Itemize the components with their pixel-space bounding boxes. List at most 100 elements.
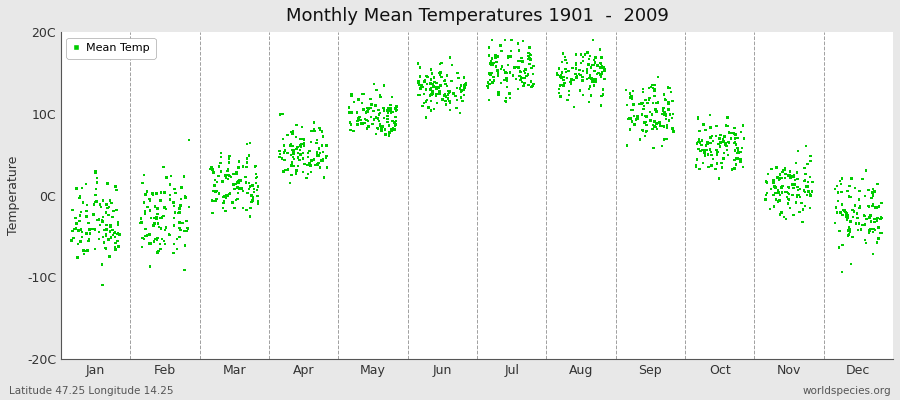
Point	[177, 267, 192, 274]
Point	[766, 177, 780, 183]
Point	[443, 100, 457, 106]
Point	[781, 184, 796, 190]
Point	[94, 204, 108, 210]
Point	[104, 200, 119, 206]
Point	[311, 152, 326, 159]
Point	[417, 100, 431, 106]
Point	[210, 178, 224, 185]
Point	[590, 62, 605, 68]
Point	[704, 124, 718, 131]
Point	[797, 203, 812, 209]
Point	[659, 113, 673, 119]
Point	[635, 86, 650, 92]
Point	[426, 88, 440, 95]
Point	[697, 147, 711, 154]
Point	[858, 237, 872, 244]
Point	[846, 214, 860, 220]
Point	[316, 133, 330, 140]
Point	[245, 192, 259, 199]
Point	[526, 63, 541, 69]
Point	[286, 148, 301, 155]
Point	[710, 149, 724, 155]
Point	[364, 105, 378, 111]
Point	[709, 133, 724, 140]
Point	[243, 205, 257, 212]
Point	[627, 121, 642, 128]
Point	[872, 203, 886, 210]
Point	[292, 157, 307, 164]
Point	[146, 222, 160, 228]
Point	[365, 120, 380, 127]
Point	[569, 52, 583, 58]
Point	[771, 177, 786, 183]
Point	[138, 210, 152, 217]
Point	[865, 190, 879, 196]
Point	[209, 198, 223, 204]
Point	[500, 55, 515, 61]
Point	[482, 70, 497, 77]
Point	[770, 174, 785, 181]
Point	[219, 195, 233, 201]
Point	[438, 80, 453, 87]
Point	[835, 175, 850, 182]
Point	[366, 116, 381, 123]
Point	[580, 70, 594, 76]
Point	[594, 54, 608, 60]
Point	[778, 165, 792, 172]
Point	[873, 216, 887, 222]
Point	[693, 139, 707, 146]
Point	[376, 107, 391, 114]
Point	[316, 156, 330, 162]
Point	[424, 76, 438, 83]
Point	[345, 93, 359, 99]
Point	[645, 82, 660, 88]
Point	[310, 152, 324, 159]
Point	[66, 206, 80, 213]
Point	[150, 206, 165, 212]
Point	[704, 149, 718, 155]
Point	[800, 192, 814, 198]
Point	[590, 71, 604, 78]
Point	[636, 106, 651, 112]
Point	[424, 86, 438, 93]
Point	[622, 115, 636, 122]
Point	[104, 222, 118, 228]
Point	[103, 198, 117, 204]
Point	[662, 106, 676, 112]
Point	[217, 200, 231, 206]
Point	[572, 67, 587, 73]
Point	[455, 98, 470, 104]
Point	[665, 114, 680, 121]
Point	[586, 76, 600, 82]
Point	[797, 178, 812, 184]
Point	[861, 203, 876, 210]
Point	[301, 170, 315, 177]
Point	[442, 98, 456, 104]
Point	[274, 156, 289, 162]
Point	[581, 75, 596, 81]
Point	[759, 192, 773, 198]
Point	[729, 141, 743, 148]
Point	[176, 174, 191, 180]
Point	[511, 64, 526, 71]
Point	[691, 114, 706, 121]
Point	[638, 119, 652, 126]
Point	[146, 192, 160, 198]
Point	[423, 92, 437, 99]
Point	[374, 128, 389, 134]
Point	[278, 147, 293, 154]
Point	[412, 92, 427, 98]
Point	[626, 101, 641, 108]
Point	[793, 194, 807, 200]
Point	[516, 58, 530, 64]
Point	[510, 86, 525, 92]
Point	[734, 129, 748, 135]
Point	[873, 230, 887, 236]
Point	[284, 172, 299, 178]
Point	[521, 82, 535, 88]
Point	[698, 148, 712, 155]
Point	[769, 196, 783, 203]
Point	[487, 77, 501, 84]
Point	[384, 110, 399, 116]
Point	[148, 236, 162, 242]
